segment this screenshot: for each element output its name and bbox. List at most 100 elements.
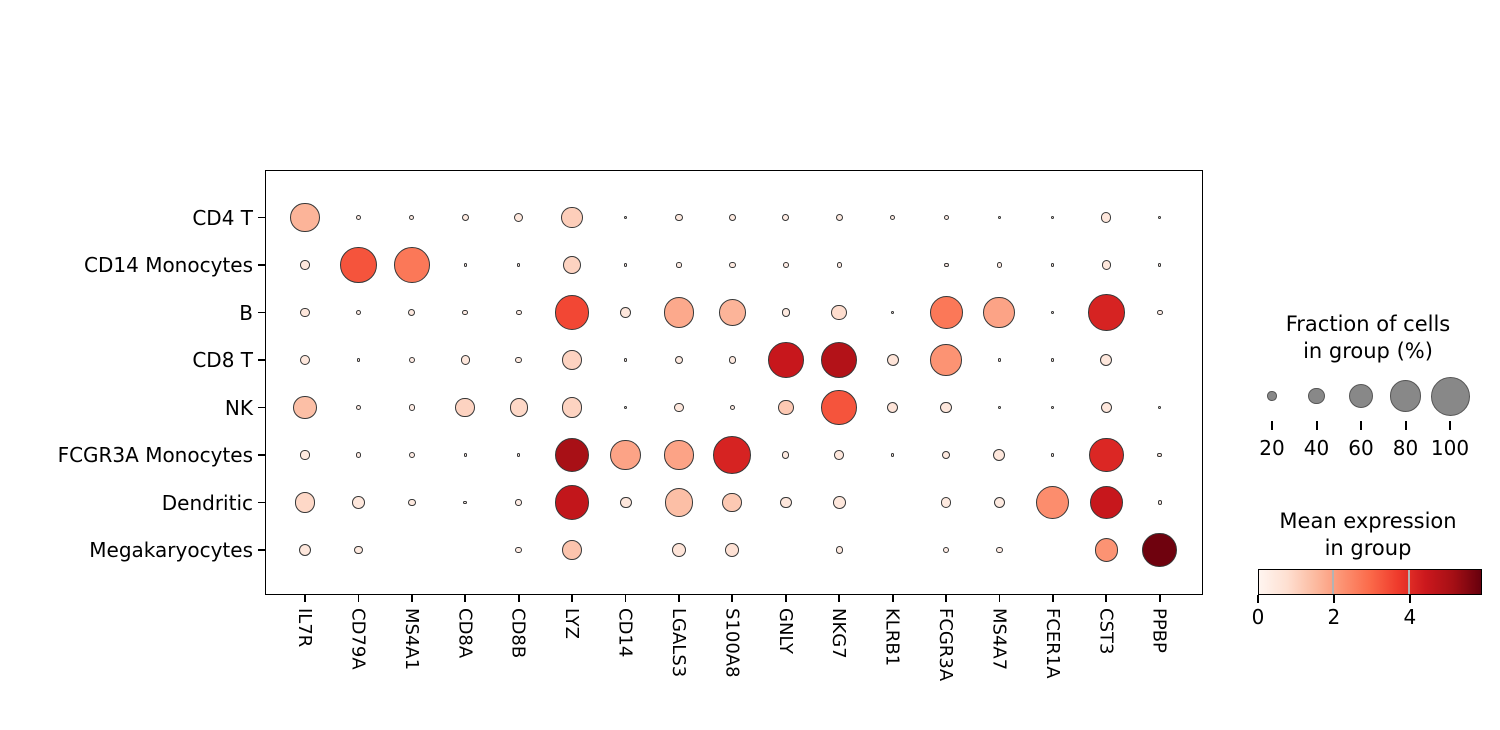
row-label-cd8-t: CD8 T (192, 348, 253, 372)
colorbar-gridline (1332, 570, 1335, 594)
dot-b-ppbp (1156, 309, 1163, 316)
dot-fcgr3a-monocytes-fcer1a (1051, 453, 1055, 457)
dot-nk-il7r (293, 395, 317, 420)
col-label-lyz: LYZ (561, 608, 583, 639)
col-label-cst3: CST3 (1095, 608, 1117, 655)
row-label-dendritic: Dendritic (161, 490, 253, 515)
dot-b-gnly (781, 308, 790, 317)
dot-nk-fcgr3a (940, 401, 953, 414)
dot-cd4-t-cst3 (1101, 212, 1112, 223)
x-tick (731, 595, 734, 602)
x-tick (1105, 595, 1108, 602)
dot-cd14-monocytes-cd79a (340, 246, 377, 284)
dot-nk-cd79a (355, 405, 361, 410)
dot-b-lgals3 (663, 297, 694, 328)
col-label-il7r: IL7R (294, 608, 315, 648)
col-label-fcer1a: FCER1A (1041, 608, 1063, 679)
dot-cd8-t-gnly (767, 342, 804, 378)
colorbar-label-0: 0 (1251, 605, 1265, 629)
x-tick (571, 595, 573, 602)
dot-nk-cd8b (509, 398, 528, 417)
x-tick (784, 595, 787, 602)
col-label-lgals3: LGALS3 (667, 608, 689, 678)
dot-cd4-t-klrb1 (890, 215, 896, 220)
dot-megakaryocytes-ppbp (1142, 532, 1178, 568)
dot-b-cst3 (1088, 294, 1125, 331)
col-label-cd8a: CD8A (454, 608, 476, 659)
dot-fcgr3a-monocytes-fcgr3a (942, 451, 950, 459)
col-label-ppbp: PPBP (1148, 608, 1170, 653)
dot-dendritic-s100a8 (722, 492, 743, 513)
dot-dendritic-ppbp (1157, 500, 1162, 505)
dot-cd8-t-cst3 (1100, 354, 1113, 366)
col-label-fcgr3a: FCGR3A (935, 608, 957, 682)
dot-cd14-monocytes-fcgr3a (943, 262, 949, 268)
dot-cd14-monocytes-ms4a1 (394, 247, 430, 283)
row-label-cd4-t: CD4 T (192, 205, 253, 230)
x-tick (1158, 595, 1161, 602)
dot-fcgr3a-monocytes-nkg7 (834, 450, 845, 460)
dot-megakaryocytes-nkg7 (835, 546, 843, 554)
dot-b-cd8a (462, 309, 469, 316)
dot-megakaryocytes-lgals3 (671, 542, 687, 558)
colorbar-tick (1408, 595, 1411, 603)
dot-dendritic-cd79a (352, 496, 365, 509)
dot-dendritic-cst3 (1089, 485, 1123, 520)
col-label-nkg7: NKG7 (828, 608, 850, 659)
plot-area (265, 170, 1203, 595)
dot-dendritic-il7r (294, 492, 316, 513)
dot-b-klrb1 (891, 310, 895, 315)
dot-fcgr3a-monocytes-cd14 (610, 439, 641, 471)
dot-b-cd14 (620, 307, 631, 318)
dot-dendritic-cd14 (619, 496, 632, 509)
colorbar-title: Mean expression in group (1238, 508, 1498, 562)
dot-fcgr3a-monocytes-ms4a7 (993, 449, 1006, 461)
y-tick (258, 264, 265, 266)
dot-cd14-monocytes-cd14 (623, 263, 628, 267)
col-label-cd79a: CD79A (347, 608, 369, 670)
dot-dendritic-fcgr3a (940, 497, 952, 508)
dot-cd14-monocytes-lyz (562, 255, 582, 275)
dot-cd4-t-ms4a1 (409, 215, 415, 220)
dot-cd8-t-nkg7 (820, 341, 858, 379)
row-label-b: B (239, 300, 253, 325)
x-tick (891, 595, 894, 602)
x-tick (304, 595, 306, 602)
dot-cd4-t-lyz (561, 206, 583, 229)
dot-dendritic-cd8b (515, 499, 522, 506)
dot-cd4-t-cd8a (461, 213, 469, 222)
size-legend-dot-80 (1389, 380, 1422, 412)
dot-b-ms4a7 (983, 296, 1016, 329)
dot-fcgr3a-monocytes-ppbp (1157, 452, 1163, 458)
dot-cd4-t-cd14 (623, 215, 628, 220)
dot-nk-nkg7 (821, 389, 858, 426)
dot-cd4-t-il7r (290, 202, 320, 233)
x-tick (1051, 595, 1054, 602)
dot-cd4-t-ppbp (1158, 215, 1162, 220)
dot-b-ms4a1 (408, 308, 416, 317)
size-legend-dot-60 (1348, 383, 1374, 409)
col-label-klrb1: KLRB1 (881, 608, 903, 667)
dot-b-s100a8 (718, 299, 746, 326)
dot-nk-lyz (561, 397, 583, 418)
dot-cd4-t-nkg7 (835, 213, 843, 222)
dot-fcgr3a-monocytes-gnly (782, 451, 790, 459)
dot-cd8-t-lgals3 (674, 356, 683, 364)
dot-megakaryocytes-il7r (299, 544, 311, 556)
x-tick (357, 595, 360, 602)
x-tick (678, 595, 680, 602)
dot-nk-klrb1 (886, 401, 899, 414)
col-label-ms4a1: MS4A1 (400, 608, 422, 671)
col-label-cd8b: CD8B (507, 608, 529, 659)
dot-cd14-monocytes-nkg7 (836, 262, 842, 268)
dot-cd4-t-cd79a (355, 215, 361, 220)
dot-cd4-t-fcgr3a (943, 215, 949, 220)
dot-cd8-t-ms4a7 (997, 358, 1001, 362)
dot-megakaryocytes-cd79a (354, 545, 363, 555)
dot-fcgr3a-monocytes-cd79a (355, 452, 362, 458)
dot-b-cd79a (355, 309, 362, 316)
size-legend-label-100: 100 (1430, 436, 1470, 460)
dot-fcgr3a-monocytes-ms4a1 (408, 451, 416, 459)
size-legend-tick (1271, 421, 1273, 430)
dot-nk-ms4a1 (408, 404, 416, 411)
